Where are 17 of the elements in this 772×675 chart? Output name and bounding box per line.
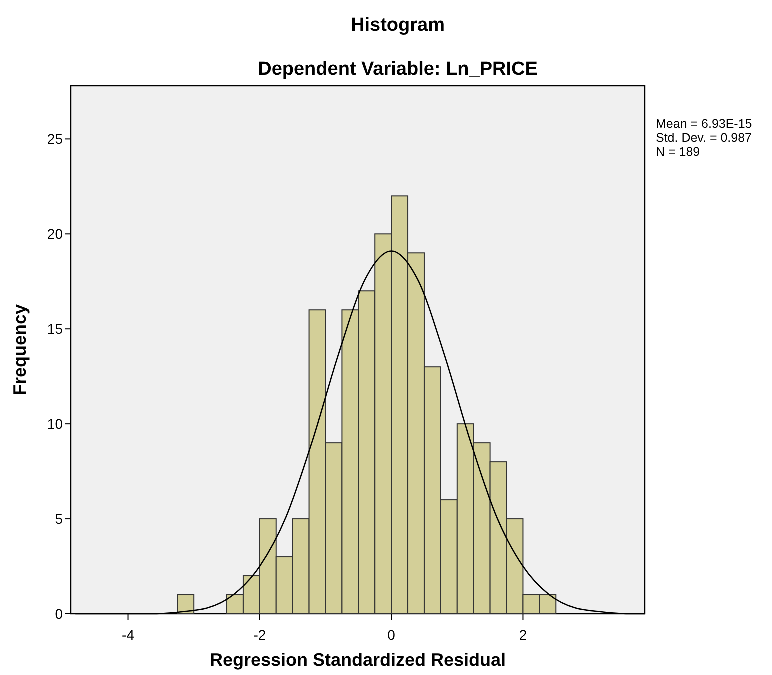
text: Mean = 6.93E-15 bbox=[656, 117, 752, 131]
y-tick-label: 15 bbox=[47, 321, 64, 338]
y-tick-label: 5 bbox=[55, 511, 64, 528]
x-tick-label: 0 bbox=[388, 627, 396, 643]
y-tick-label: 20 bbox=[47, 226, 64, 242]
text: Std. Dev. = 0.987 bbox=[656, 131, 752, 145]
y-tick-label: 10 bbox=[47, 416, 64, 432]
x-axis-title: Regression Standardized Residual bbox=[210, 650, 506, 670]
y-tick-label: 25 bbox=[47, 131, 64, 148]
chart-title: Histogram bbox=[351, 15, 445, 36]
x-tick-label: 2 bbox=[519, 627, 528, 643]
x-tick-label: -4 bbox=[122, 627, 135, 643]
y-axis-title: Frequency bbox=[10, 304, 30, 396]
x-tick-label: -2 bbox=[254, 627, 266, 643]
chart-subtitle: Dependent Variable: Ln_PRICE bbox=[258, 59, 538, 80]
text: N = 189 bbox=[656, 145, 700, 159]
y-tick-label: 0 bbox=[55, 606, 64, 622]
